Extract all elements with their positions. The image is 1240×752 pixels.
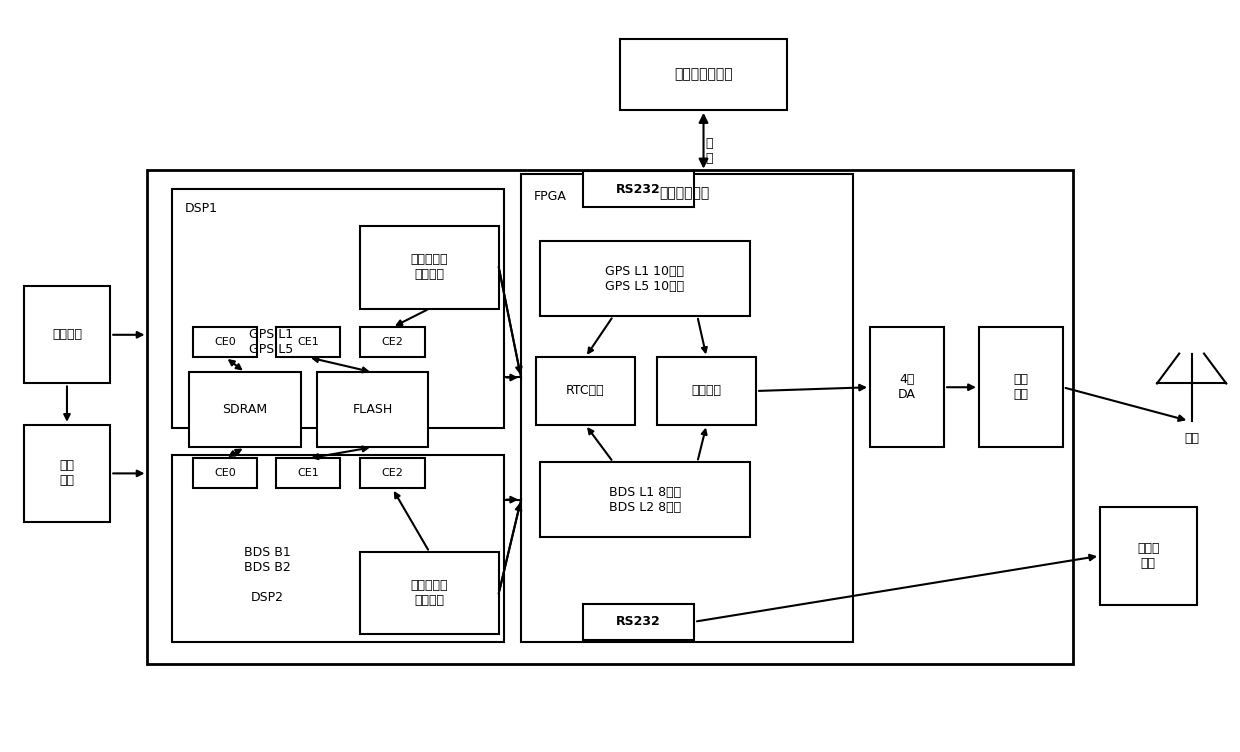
- Text: 串
口: 串 口: [706, 137, 713, 165]
- Text: RS232: RS232: [616, 615, 661, 628]
- Text: CE1: CE1: [298, 468, 319, 478]
- Text: 4路
DA: 4路 DA: [898, 373, 916, 402]
- Text: 电源模块: 电源模块: [52, 329, 82, 341]
- FancyBboxPatch shape: [536, 357, 635, 425]
- FancyBboxPatch shape: [360, 327, 424, 357]
- FancyBboxPatch shape: [583, 604, 694, 640]
- Text: FPGA: FPGA: [533, 190, 567, 203]
- Text: 电离层闪烁
模型计算: 电离层闪烁 模型计算: [410, 253, 448, 281]
- FancyBboxPatch shape: [193, 459, 258, 488]
- FancyBboxPatch shape: [539, 241, 750, 316]
- Text: CE1: CE1: [298, 338, 319, 347]
- Text: CE0: CE0: [215, 338, 236, 347]
- Text: CE2: CE2: [382, 338, 403, 347]
- FancyBboxPatch shape: [583, 171, 694, 208]
- FancyBboxPatch shape: [193, 327, 258, 357]
- Text: 高稳
晶振: 高稳 晶振: [60, 459, 74, 487]
- Text: BDS L1 8通道
BDS L2 8通道: BDS L1 8通道 BDS L2 8通道: [609, 486, 681, 514]
- Text: BDS B1
BDS B2

DSP2: BDS B1 BDS B2 DSP2: [244, 545, 290, 604]
- FancyBboxPatch shape: [870, 327, 944, 447]
- Text: RS232: RS232: [616, 183, 661, 196]
- FancyBboxPatch shape: [172, 189, 503, 429]
- FancyBboxPatch shape: [657, 357, 756, 425]
- FancyBboxPatch shape: [317, 372, 428, 447]
- Text: FLASH: FLASH: [352, 403, 393, 416]
- FancyBboxPatch shape: [190, 372, 301, 447]
- Text: 基带信号模块: 基带信号模块: [658, 186, 709, 201]
- FancyBboxPatch shape: [1100, 507, 1197, 605]
- FancyBboxPatch shape: [978, 327, 1063, 447]
- Text: 信号调制: 信号调制: [692, 384, 722, 398]
- Text: GPS L1
GPS L5: GPS L1 GPS L5: [249, 329, 293, 356]
- Text: 射频
模块: 射频 模块: [1013, 373, 1028, 402]
- Text: 电离层闪烁
模型计算: 电离层闪烁 模型计算: [410, 579, 448, 608]
- Text: 单片机
模块: 单片机 模块: [1137, 541, 1159, 570]
- FancyBboxPatch shape: [24, 286, 110, 384]
- Text: CE0: CE0: [215, 468, 236, 478]
- FancyBboxPatch shape: [148, 170, 1073, 665]
- FancyBboxPatch shape: [360, 459, 424, 488]
- FancyBboxPatch shape: [539, 462, 750, 537]
- FancyBboxPatch shape: [360, 552, 498, 635]
- FancyBboxPatch shape: [24, 425, 110, 522]
- FancyBboxPatch shape: [277, 459, 341, 488]
- FancyBboxPatch shape: [172, 455, 503, 642]
- Text: 天线: 天线: [1184, 432, 1199, 444]
- Text: 主控上位机软件: 主控上位机软件: [675, 68, 733, 81]
- Text: DSP1: DSP1: [185, 202, 217, 215]
- Text: CE2: CE2: [382, 468, 403, 478]
- Text: RTC模块: RTC模块: [565, 384, 605, 398]
- FancyBboxPatch shape: [620, 39, 787, 110]
- FancyBboxPatch shape: [521, 174, 853, 642]
- Text: GPS L1 10通道
GPS L5 10通道: GPS L1 10通道 GPS L5 10通道: [605, 265, 684, 293]
- FancyBboxPatch shape: [360, 226, 498, 308]
- FancyBboxPatch shape: [277, 327, 341, 357]
- Text: SDRAM: SDRAM: [222, 403, 268, 416]
